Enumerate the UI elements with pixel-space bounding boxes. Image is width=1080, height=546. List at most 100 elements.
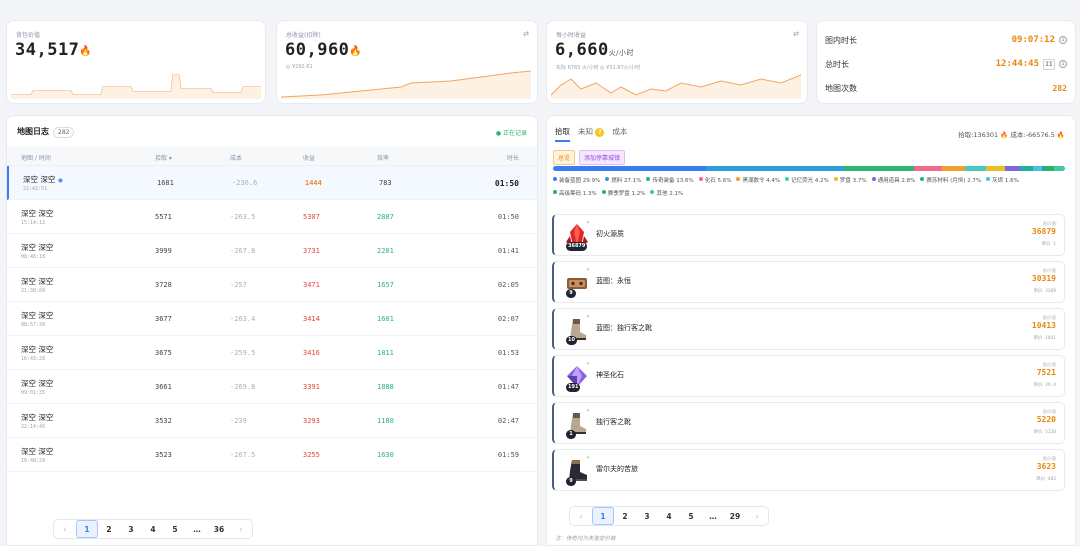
legend-item[interactable]: 罗盘 3.7% (833, 175, 867, 188)
legend-item[interactable]: 灰烬 1.6% (986, 175, 1019, 188)
tag-overview[interactable]: 总览 (553, 150, 576, 165)
item-name: 初火源质 (596, 230, 624, 238)
legend-item[interactable]: 其他 2.1% (650, 188, 683, 201)
page-button[interactable]: 3 (644, 511, 650, 521)
row-pickup: 3532 (155, 417, 172, 425)
page-button[interactable]: 4 (666, 511, 672, 521)
row-map-name-text: 深空 深空 (21, 413, 54, 422)
item-price-label: 总价值 (1042, 363, 1057, 368)
legend-item[interactable]: 记忆荧光 4.2% (785, 175, 829, 188)
table-row[interactable]: 深空 深空 16:48:29 3523 -267.5 3255 1630 01:59 (7, 438, 537, 472)
col-efficiency[interactable]: 效率 (377, 155, 390, 162)
page-button[interactable]: 36 (213, 524, 225, 534)
loot-item[interactable]: 9 ✦ 蓝图：永恒 总价值 30319 单价 3369 (552, 261, 1065, 303)
table-row[interactable]: 深空 深空 16:43:28 3675 -259.5 3416 1811 01:53 (7, 336, 537, 370)
row-time: 21:38:09 (21, 288, 46, 294)
table-row[interactable]: 深空 深空 ◉ 22:42:51 1681 -236.6 1444 783 01:50 (7, 166, 537, 200)
loot-item[interactable]: 36879 ✦ 初火源质 总价值 36879 单价 1 (552, 214, 1065, 256)
tab-cost[interactable]: 成本 (612, 127, 628, 136)
page-button[interactable]: … (709, 511, 717, 521)
page-button[interactable]: 2 (106, 524, 112, 534)
timer-card: 图内时长 09:07:12 i 总时长 12:44:45 II i 地图次数 282 (816, 20, 1076, 104)
table-row[interactable]: 深空 深空 08:57:38 3677 -263.4 3414 1601 02:07 (7, 302, 537, 336)
legend-item[interactable]: 高级筹码 1.3% (553, 188, 597, 201)
row-time: 22:14:46 (21, 424, 46, 430)
col-gain[interactable]: 收益 (303, 155, 316, 162)
page-button[interactable]: … (193, 524, 201, 534)
row-gain: 3255 (303, 451, 320, 459)
legend-item[interactable]: 赛苏材料 (月恒) 2.7% (920, 175, 981, 188)
legend-item[interactable]: 传奇装备 13.6% (646, 175, 694, 188)
page-button[interactable]: 4 (150, 524, 156, 534)
table-row[interactable]: 深空 深空 21:38:09 3728 -257 3471 1657 02:05 (7, 268, 537, 302)
prev-page-button[interactable]: ‹ (63, 524, 67, 534)
page-button[interactable]: 5 (172, 524, 178, 534)
next-page-button[interactable]: › (755, 511, 759, 521)
prev-page-button[interactable]: ‹ (579, 511, 583, 521)
col-pickup[interactable]: 拾取 ▾ (155, 155, 172, 162)
row-efficiency: 2887 (377, 213, 394, 221)
total-income-sub: ◎ ¥292.61 (286, 64, 313, 70)
row-gain: 3414 (303, 315, 320, 323)
legend-item[interactable]: 装备蓝图 29.9% (553, 175, 600, 188)
page-button[interactable]: 29 (729, 511, 741, 521)
star-icon[interactable]: ✦ (586, 408, 591, 414)
star-icon[interactable]: ✦ (586, 361, 591, 367)
recording-indicator: ● 正在记录 (495, 130, 527, 137)
legend-label: 灰烬 1.6% (992, 178, 1019, 184)
star-icon[interactable]: ✦ (586, 267, 591, 273)
item-unit-price: 单价 5220 (1033, 430, 1056, 435)
category-bar-segment (913, 166, 943, 171)
page-button[interactable]: 5 (688, 511, 694, 521)
legend-item[interactable]: 燃料 27.1% (605, 175, 641, 188)
page-button[interactable]: 2 (622, 511, 628, 521)
price-note: 注：传奇均为未鉴定价格 (555, 536, 616, 542)
info-icon[interactable]: i (1059, 60, 1067, 68)
category-bar (553, 166, 1065, 171)
loot-item[interactable]: 1 ✦ 独行客之靴 总价值 5220 单价 5220 (552, 402, 1065, 444)
tab-unknown[interactable]: 未知 ? (578, 126, 605, 142)
row-time: 15:14:12 (21, 220, 46, 226)
legend-label: 赛季罗盘 1.2% (607, 191, 646, 197)
swap-icon[interactable]: ⇄ (523, 30, 529, 38)
next-page-button[interactable]: › (239, 524, 243, 534)
page-button[interactable]: 1 (592, 507, 614, 525)
log-pagination: ‹ 1 2 3 4 5 … 36 › (53, 519, 253, 539)
col-duration[interactable]: 时长 (506, 155, 519, 162)
page-button[interactable]: 3 (128, 524, 134, 534)
loot-tabs: 拾取 未知 ? 成本 (555, 126, 627, 142)
item-unit-price: 单价 3369 (1033, 289, 1056, 294)
page-button[interactable]: 1 (76, 520, 98, 538)
swap-icon[interactable]: ⇄ (793, 30, 799, 38)
row-duration: 02:05 (497, 281, 519, 289)
loot-item[interactable]: 191 ✦ 神圣化石 总价值 7521 单价 39.4 (552, 355, 1065, 397)
star-icon[interactable]: ✦ (586, 314, 591, 320)
row-duration: 01:53 (497, 349, 519, 357)
star-icon[interactable]: ✦ (586, 220, 591, 226)
loot-item[interactable]: 10 ✦ 蓝图：独行客之靴 总价值 10413 单价 1041 (552, 308, 1065, 350)
star-icon[interactable]: ✦ (586, 455, 591, 461)
legend-item[interactable]: 黑潮数令 4.4% (736, 175, 780, 188)
table-row[interactable]: 深空 深空 22:14:46 3532 -239 3293 1180 02:47 (7, 404, 537, 438)
table-row[interactable]: 深空 深空 09:01:35 3661 -269.8 3391 1888 01:47 (7, 370, 537, 404)
table-row[interactable]: 深空 深空 15:14:12 5571 -263.5 5307 2887 01:50 (7, 200, 537, 234)
legend-item[interactable]: 赛季罗盘 1.2% (601, 188, 646, 201)
col-cost[interactable]: 成本 (230, 155, 243, 162)
tag-add-town[interactable]: 添加停靠城镇 (579, 150, 626, 165)
map-log-title-text: 地图日志 (17, 127, 49, 136)
row-duration: 02:47 (497, 417, 519, 425)
total-income-card: 总收益(扣除) ⇄ 60,960🔥 ◎ ¥292.61 (276, 20, 538, 104)
legend-item[interactable]: 化石 5.6% (698, 175, 731, 188)
info-icon[interactable]: i (1059, 36, 1067, 44)
col-map-time[interactable]: 地图 / 时间 (21, 155, 51, 162)
legend-item[interactable]: 通用道具 2.8% (871, 175, 915, 188)
map-log-count: 282 (53, 127, 75, 138)
legend-label: 记忆荧光 4.2% (791, 178, 829, 184)
tab-pickup[interactable]: 拾取 (555, 126, 570, 142)
loot-item[interactable]: 9 ✦ 雷尔夫的苦旅 总价值 3623 单价 403 (552, 449, 1065, 491)
table-row[interactable]: 深空 深空 08:48:18 3999 -267.8 3731 2201 01:41 (7, 234, 537, 268)
row-pickup: 3523 (155, 451, 172, 459)
item-price-label: 总价值 (1042, 457, 1057, 462)
loot-pagination: ‹ 1 2 3 4 5 … 29 › (569, 506, 769, 526)
pause-button[interactable]: II (1043, 58, 1055, 70)
